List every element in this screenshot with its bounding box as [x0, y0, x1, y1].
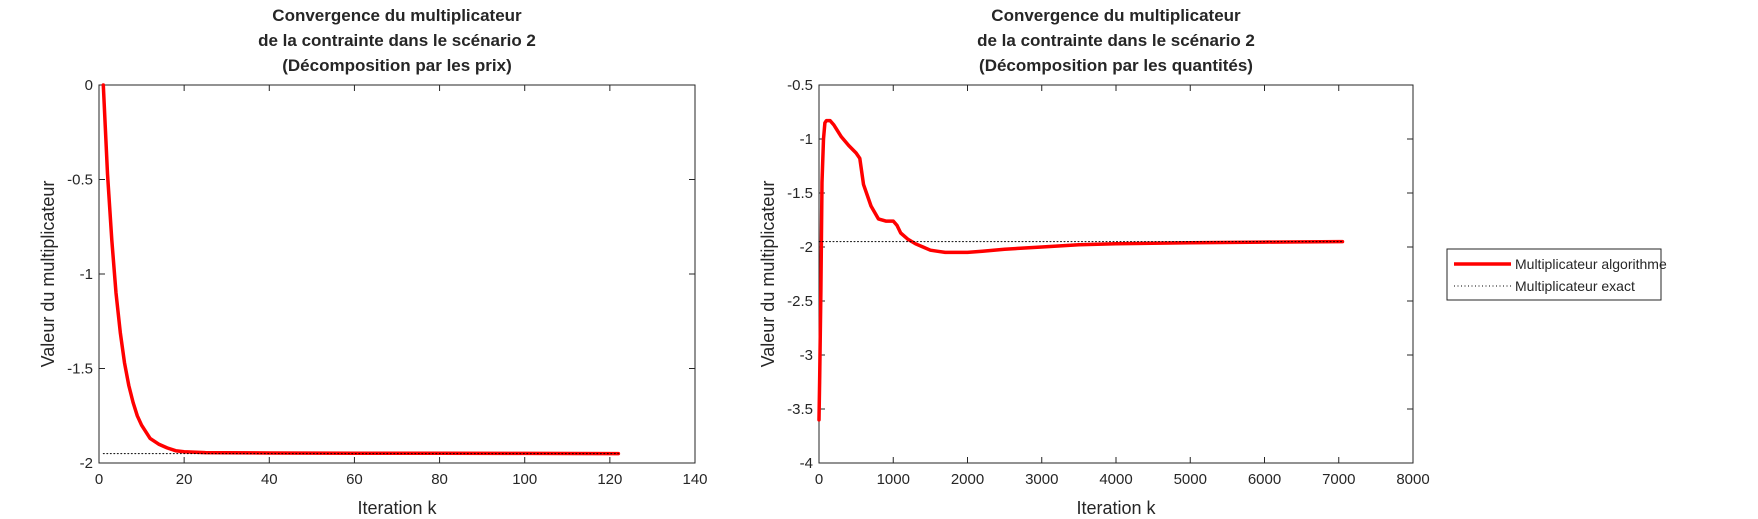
x-tick-label: 100	[512, 471, 537, 488]
y-tick-label: 0	[85, 77, 93, 94]
series-line-algorithme	[817, 118, 1345, 422]
y-axis-label: Valeur du multiplicateur	[38, 181, 58, 368]
y-tick-label: -0.5	[787, 77, 813, 94]
x-tick-label: 20	[176, 471, 193, 488]
axes-box	[818, 84, 1414, 464]
x-tick-label: 4000	[1099, 471, 1132, 488]
axes-box	[98, 84, 696, 464]
x-tick-label: 140	[682, 471, 707, 488]
x-tick-label: 40	[261, 471, 278, 488]
y-tick-label: -1.5	[67, 361, 93, 378]
legend-label-exact: Multiplicateur exact	[1515, 278, 1635, 294]
chart-title-line: Convergence du multiplicateur	[272, 6, 522, 25]
y-tick-label: -0.5	[67, 172, 93, 189]
x-tick-label: 0	[95, 471, 103, 488]
chart-title-line: de la contrainte dans le scénario 2	[977, 31, 1255, 50]
x-tick-label: 6000	[1248, 471, 1281, 488]
legend: Multiplicateur algorithme Multiplicateur…	[1446, 248, 1667, 301]
y-tick-label: -2	[80, 455, 93, 472]
plot-prix: 0 20 40 60 80 100 120 140 0 -0.5 -1 -1.5 -2 Convergen…	[38, 6, 708, 518]
x-tick-label: 80	[431, 471, 448, 488]
x-tick-label: 7000	[1322, 471, 1355, 488]
y-tick-label: -1	[800, 131, 813, 148]
plot-quantites: 0 1000 2000 3000 4000 5000 6000 7000 8000 -0.5 -1 -…	[758, 6, 1430, 518]
x-tick-label: 120	[597, 471, 622, 488]
x-axis-label: Iteration k	[1076, 498, 1156, 518]
chart-title-line: (Décomposition par les prix)	[282, 56, 512, 75]
x-tick-label: 0	[815, 471, 823, 488]
y-tick-label: -2	[800, 239, 813, 256]
series-line-algorithme	[101, 83, 621, 456]
x-tick-label: 3000	[1025, 471, 1058, 488]
y-tick-label: -4	[800, 455, 813, 472]
y-tick-label: -3.5	[787, 401, 813, 418]
x-tick-label: 1000	[877, 471, 910, 488]
y-tick-label: -3	[800, 347, 813, 364]
chart-title-line: Convergence du multiplicateur	[991, 6, 1241, 25]
legend-box	[1446, 248, 1662, 301]
y-tick-label: -1	[80, 266, 93, 283]
chart-title-line: de la contrainte dans le scénario 2	[258, 31, 536, 50]
legend-label-algorithme: Multiplicateur algorithme	[1515, 256, 1667, 272]
y-axis-label: Valeur du multiplicateur	[758, 181, 778, 368]
y-tick-label: -2.5	[787, 293, 813, 310]
chart-title-line: (Décomposition par les quantités)	[979, 56, 1253, 75]
x-tick-label: 2000	[951, 471, 984, 488]
x-tick-label: 8000	[1396, 471, 1429, 488]
x-axis-label: Iteration k	[357, 498, 437, 518]
y-tick-label: -1.5	[787, 185, 813, 202]
x-tick-label: 5000	[1174, 471, 1207, 488]
x-tick-label: 60	[346, 471, 363, 488]
